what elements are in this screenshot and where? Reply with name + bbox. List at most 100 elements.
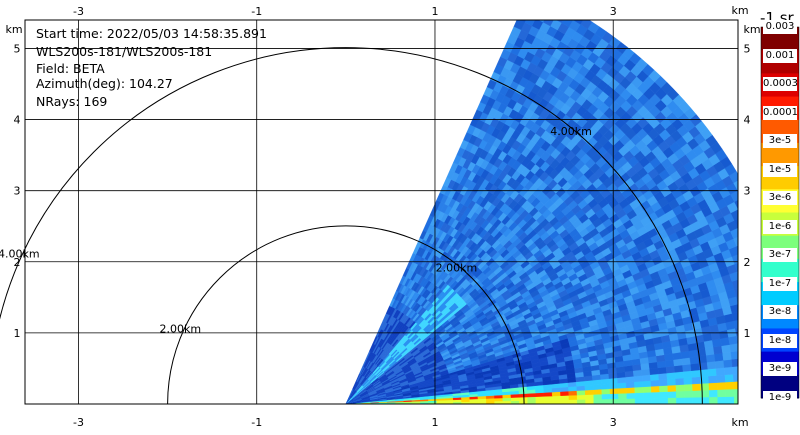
sector-cell [617, 387, 627, 394]
sector-cell [519, 400, 528, 404]
sector-cell [735, 327, 738, 337]
sector-cell [618, 393, 627, 399]
sector-cell [691, 369, 701, 378]
sector-cell [527, 400, 537, 404]
start-time-text: Start time: 2022/05/03 14:58:35.891 [36, 26, 267, 41]
colorbar-label: 3e-5 [763, 134, 797, 148]
colorbar-label: 3e-9 [763, 362, 797, 376]
sector-cell [733, 180, 738, 191]
sector-cell [625, 381, 635, 389]
sector-cell [740, 310, 750, 319]
sector-cell [725, 381, 735, 390]
sector-cell [524, 0, 535, 7]
x-axis-unit-bottom: km [731, 416, 748, 429]
sector-cell [708, 375, 718, 384]
y-tick-label-right: 4 [744, 114, 751, 127]
sector-cell [740, 277, 750, 287]
field-text: Field: BETA [36, 61, 105, 76]
sector-cell [626, 398, 636, 404]
range-ring-label: 2.00km [160, 323, 202, 336]
sector-cell [642, 392, 652, 399]
sector-cell [659, 397, 669, 404]
sector-cell [650, 385, 660, 393]
sector-cell [742, 381, 751, 389]
sector-cell [659, 385, 669, 393]
sector-cell [742, 388, 750, 396]
sector-cell [721, 344, 731, 354]
colorbar-label: 3e-8 [763, 305, 797, 319]
sector-cell [692, 390, 702, 398]
sector-cell [714, 352, 724, 362]
y-tick-label-right: 5 [744, 42, 751, 55]
range-ring-label: 4.00km [550, 125, 592, 138]
sector-cell [709, 389, 718, 398]
colorbar-label: 1e-6 [763, 219, 797, 234]
sector-cell [690, 362, 700, 371]
sector-cell [741, 373, 750, 381]
sector-cell [746, 202, 757, 213]
sector-cell [592, 384, 602, 390]
sector-cell [513, 20, 525, 31]
sector-cell [610, 398, 619, 404]
colorbar-label: 0.001 [763, 48, 797, 63]
grid [25, 20, 738, 404]
sector-cell [617, 376, 627, 384]
y-axis-unit-left: km [5, 23, 22, 36]
colorbar-label: 1e-8 [763, 333, 797, 348]
colorbar-label: 1e-7 [763, 276, 797, 291]
sector-cell [527, 396, 537, 401]
sector-cell [580, 20, 593, 30]
sector-cell [626, 392, 636, 399]
sector-cell [560, 390, 570, 396]
nrays-text: NRays: 169 [36, 94, 108, 109]
sector-cell [633, 375, 643, 383]
sector-cell [560, 395, 570, 401]
sector-cell [741, 365, 750, 373]
sector-cell [734, 199, 738, 210]
sector-cell [551, 0, 563, 11]
sector-cell [751, 396, 759, 404]
x-tick-label-top: 1 [431, 5, 438, 18]
colorbar-label: 0.0001 [763, 105, 798, 120]
sector-cell [666, 372, 676, 380]
x-axis-unit-top: km [731, 4, 748, 17]
sector-cell [737, 227, 738, 229]
sector-cell [750, 282, 760, 292]
sector-cell [584, 384, 594, 391]
sector-cell [681, 357, 691, 366]
sector-cell [551, 391, 561, 397]
sector-cell [742, 213, 753, 224]
sector-cell [572, 20, 574, 21]
sector-cell [748, 308, 758, 318]
sector-cell [683, 377, 693, 385]
sector-cell [502, 397, 512, 402]
sector-cell [692, 396, 702, 404]
sector-cell [746, 341, 755, 350]
y-tick-label-right: 2 [744, 256, 751, 269]
sector-cell [568, 394, 578, 400]
data-sector [345, 0, 760, 404]
y-tick-label-left: 2 [14, 256, 21, 269]
sector-cell [651, 391, 661, 399]
sector-cell [576, 389, 586, 396]
sector-cell [609, 382, 619, 389]
sector-cell [725, 396, 735, 404]
sector-cell [560, 399, 570, 404]
sector-cell [601, 393, 611, 400]
sector-cell [650, 373, 660, 381]
sector-cell [682, 363, 692, 372]
sector-cell [738, 302, 748, 312]
sector-cell [601, 383, 611, 390]
sector-cell [716, 381, 726, 390]
sector-cell [650, 379, 660, 387]
sector-cell [747, 349, 756, 358]
sector-cell [568, 390, 578, 396]
y-axis-unit-right: km [743, 23, 760, 36]
x-tick-label-bottom: -1 [251, 416, 262, 429]
sector-cell [665, 365, 676, 374]
sector-cell [750, 372, 759, 380]
sector-cell [667, 384, 677, 392]
sector-cell [715, 367, 726, 376]
sector-cell [716, 374, 726, 383]
colorbar-label: 3e-7 [763, 248, 797, 262]
